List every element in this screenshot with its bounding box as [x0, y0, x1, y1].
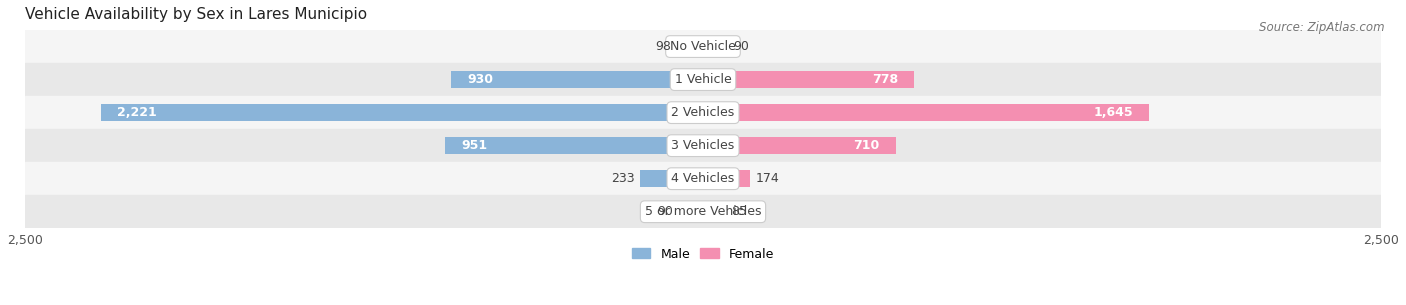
Text: 951: 951	[461, 139, 488, 152]
Text: 2 Vehicles: 2 Vehicles	[672, 106, 734, 119]
Text: 930: 930	[467, 73, 494, 86]
Bar	[640, 170, 703, 187]
Bar	[703, 137, 896, 154]
Text: 2,221: 2,221	[117, 106, 156, 119]
Text: 5 or more Vehicles: 5 or more Vehicles	[645, 205, 761, 218]
Text: Source: ZipAtlas.com: Source: ZipAtlas.com	[1260, 21, 1385, 34]
Bar	[25, 96, 1381, 129]
Bar	[703, 170, 751, 187]
Text: 85: 85	[731, 205, 748, 218]
Bar	[451, 71, 703, 88]
Text: 1,645: 1,645	[1094, 106, 1133, 119]
Bar	[446, 137, 703, 154]
Bar	[25, 63, 1381, 96]
Bar	[25, 30, 1381, 63]
Bar	[25, 195, 1381, 228]
Legend: Male, Female: Male, Female	[627, 242, 779, 266]
Bar	[25, 129, 1381, 162]
Text: 98: 98	[655, 40, 671, 53]
Text: 174: 174	[755, 172, 779, 185]
Text: 90: 90	[657, 205, 673, 218]
Text: 710: 710	[853, 139, 879, 152]
Text: 90: 90	[733, 40, 749, 53]
Bar	[703, 203, 725, 220]
Bar	[25, 162, 1381, 195]
Text: 778: 778	[872, 73, 898, 86]
Text: Vehicle Availability by Sex in Lares Municipio: Vehicle Availability by Sex in Lares Mun…	[25, 7, 367, 22]
Text: 4 Vehicles: 4 Vehicles	[672, 172, 734, 185]
Bar	[101, 104, 703, 121]
Bar	[676, 38, 703, 55]
Bar	[703, 38, 727, 55]
Text: 3 Vehicles: 3 Vehicles	[672, 139, 734, 152]
Bar	[703, 71, 914, 88]
Bar	[703, 104, 1149, 121]
Bar	[679, 203, 703, 220]
Text: 233: 233	[610, 172, 634, 185]
Text: 1 Vehicle: 1 Vehicle	[675, 73, 731, 86]
Text: No Vehicle: No Vehicle	[671, 40, 735, 53]
